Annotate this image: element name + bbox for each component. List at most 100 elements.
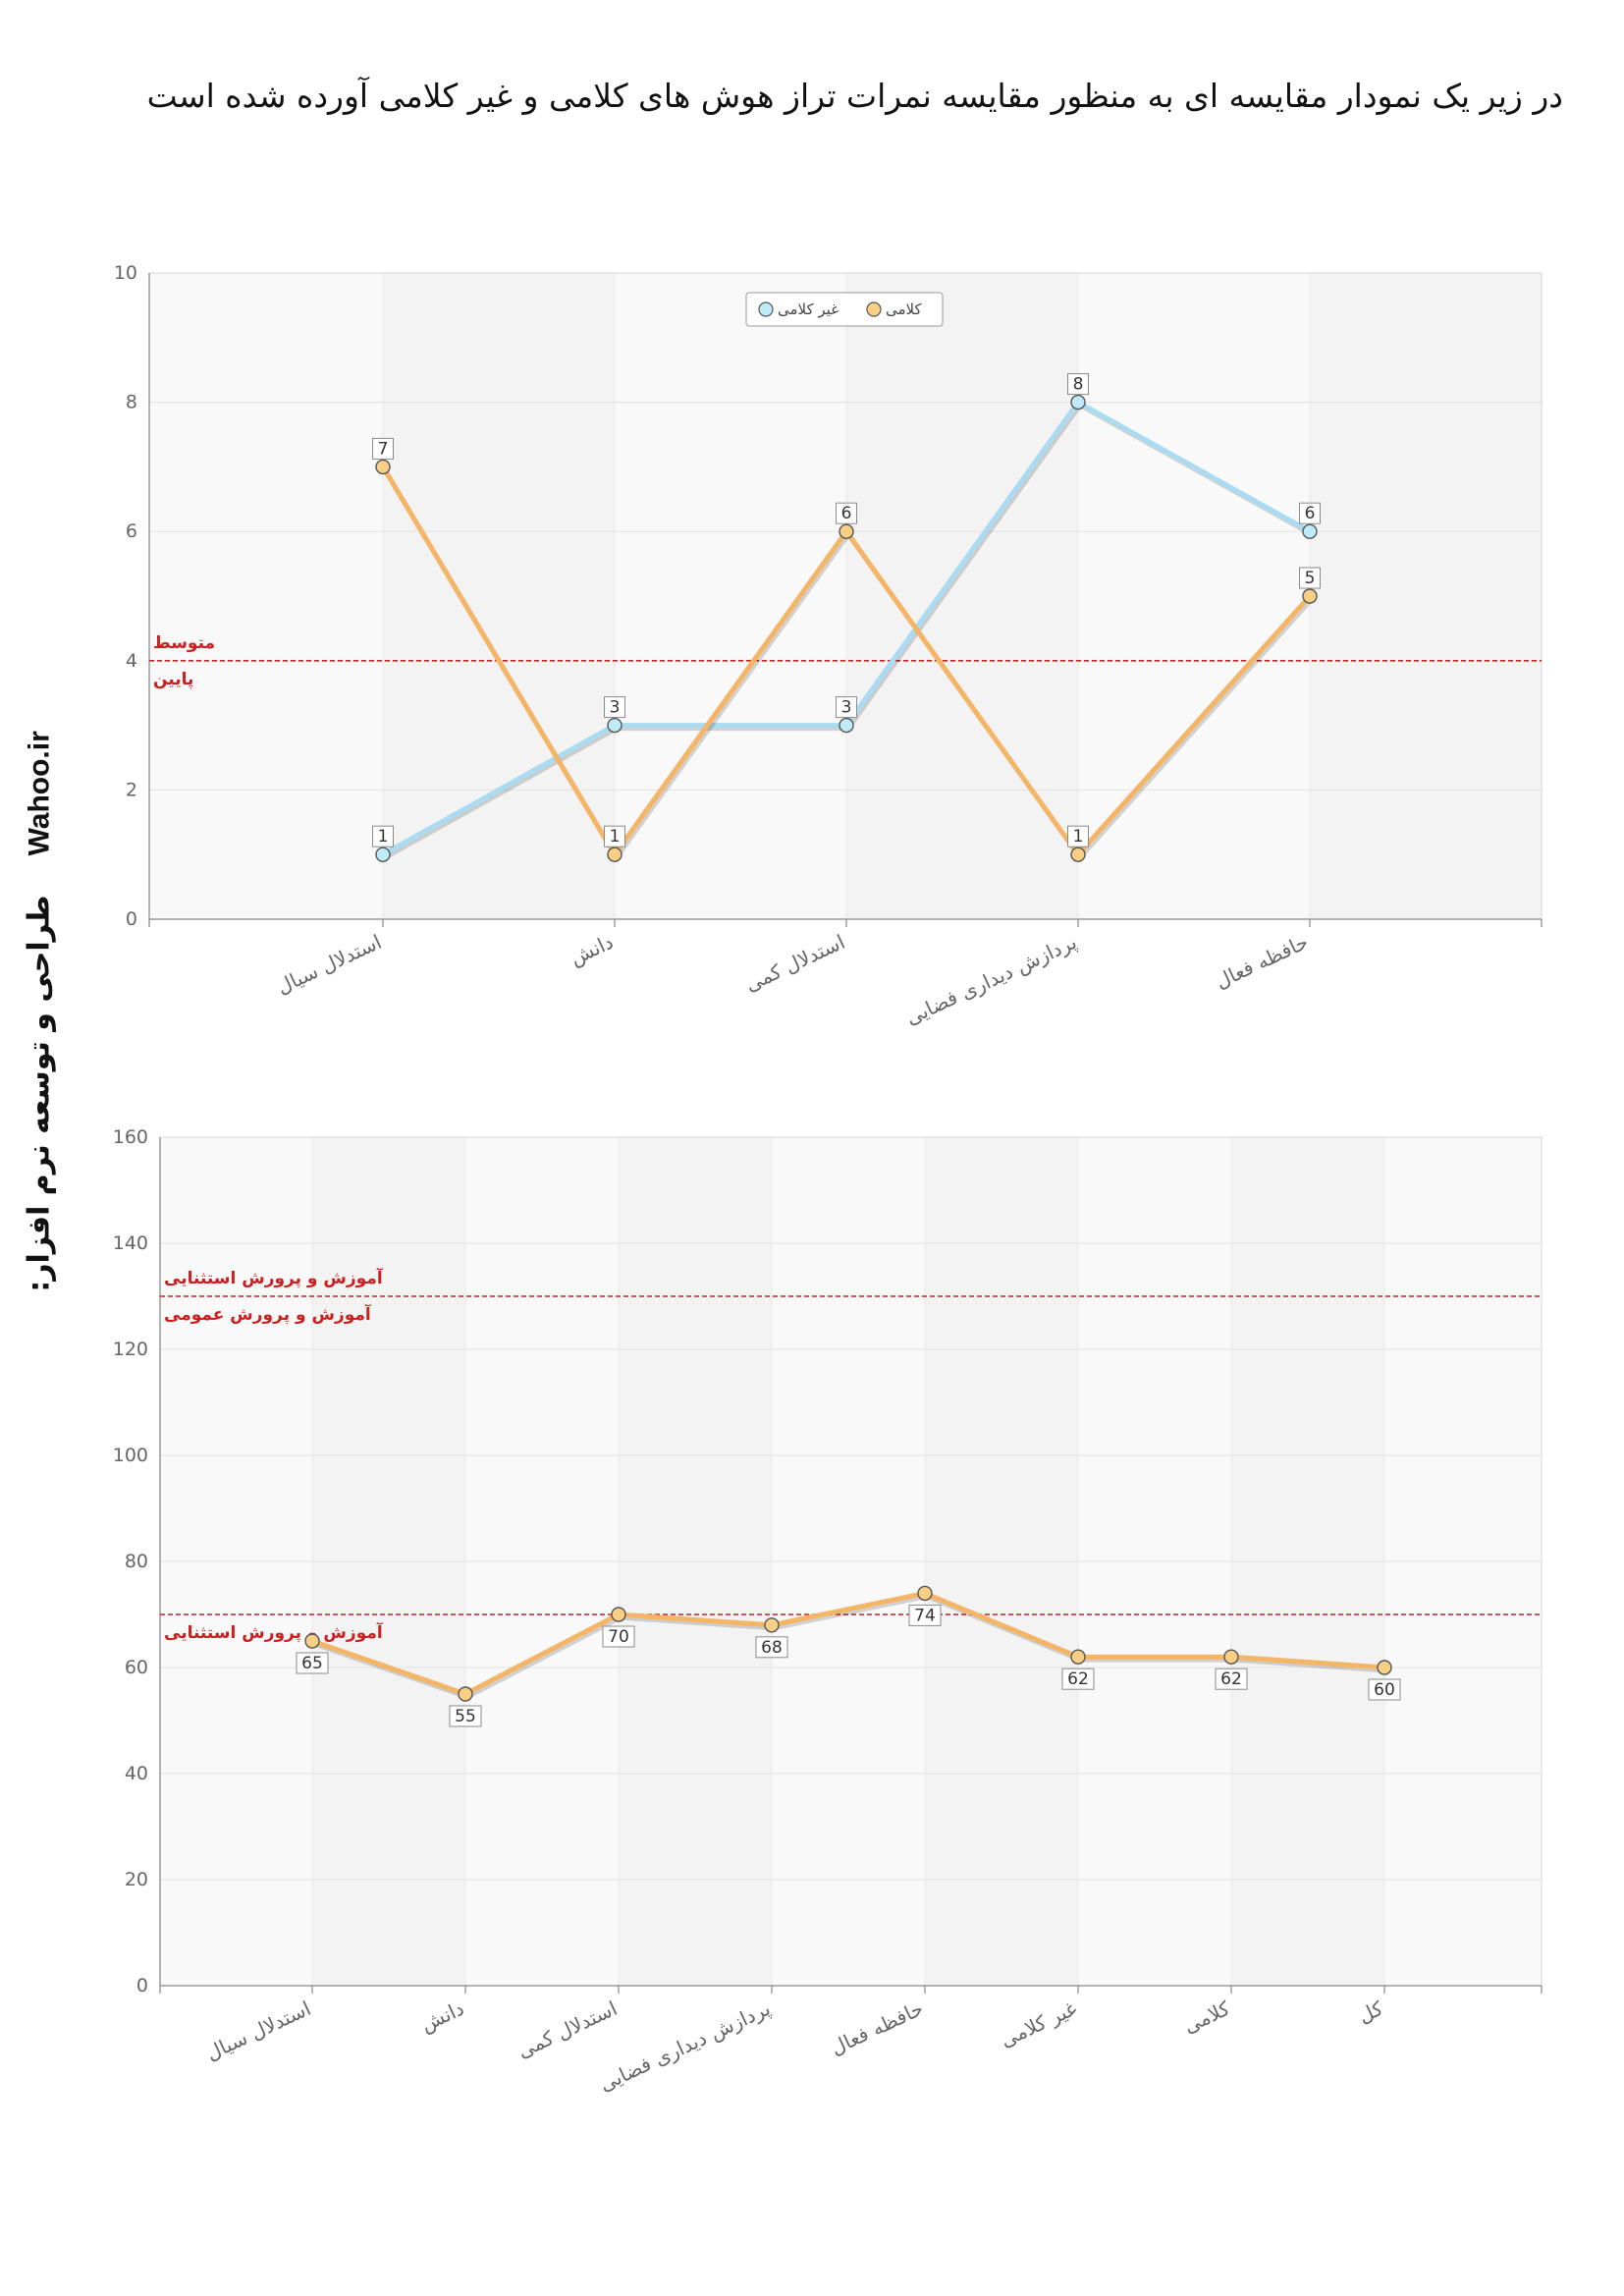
data-point — [458, 1686, 473, 1702]
data-label-text: 1 — [378, 827, 389, 847]
data-label-box — [1067, 373, 1089, 396]
y-tick-label: 20 — [125, 1869, 148, 1890]
data-label: 60 — [1368, 1678, 1401, 1701]
data-point — [764, 1617, 780, 1633]
data-label-text: 62 — [1220, 1669, 1242, 1689]
plot-stripe — [383, 273, 615, 919]
data-label-box — [836, 696, 857, 719]
series-shadow — [313, 1593, 1387, 1700]
x-category-label: استدلال سیال — [202, 1996, 314, 2065]
data-label-box — [755, 1636, 788, 1659]
data-point — [375, 459, 391, 475]
x-category-label: استدلال کمی — [741, 930, 848, 997]
data-label: 62 — [1061, 1667, 1095, 1690]
data-point — [1223, 1649, 1239, 1665]
data-label-box — [1215, 1667, 1248, 1690]
chart-iq-scores: 0 20 40 60 80 100 120 140 160 استدلال سیال دانش است… — [113, 1126, 1543, 2098]
data-point — [917, 1585, 933, 1602]
plot-stripe — [846, 273, 1078, 919]
data-label: 55 — [449, 1705, 482, 1727]
data-label-text: 3 — [610, 698, 621, 718]
data-label: 8 — [1067, 373, 1089, 396]
data-label: 1 — [1067, 825, 1089, 847]
data-point — [607, 847, 623, 862]
data-point — [1302, 523, 1318, 539]
reference-label: متوسط — [153, 633, 215, 653]
data-label-text: 8 — [1073, 375, 1084, 395]
y-tick-label: 8 — [126, 392, 137, 413]
x-category-label: کلامی — [1180, 1996, 1234, 2039]
data-label-text: 74 — [914, 1606, 936, 1625]
x-category-label: دانش — [417, 1996, 467, 2037]
reference-label: آموزش و پرورش عمومی — [164, 1303, 372, 1325]
data-point — [1377, 1660, 1392, 1675]
legend-marker — [758, 301, 774, 317]
x-category-label: حافظه فعال — [1212, 930, 1312, 994]
y-tick-label: 40 — [125, 1763, 148, 1784]
legend-entry: غیر کلامی — [758, 301, 839, 318]
legend: کلامی غیر کلامی — [745, 292, 944, 327]
y-tick-label: 6 — [126, 520, 137, 542]
y-tick-label: 2 — [126, 779, 137, 800]
data-label: 7 — [372, 437, 394, 460]
data-label: 1 — [372, 825, 394, 847]
reference-label: آموزش و پرورش استثنایی — [164, 1267, 384, 1288]
legend-marker — [866, 301, 882, 317]
legend-entry: کلامی — [866, 301, 922, 318]
series-line — [311, 1590, 1385, 1697]
data-point — [607, 717, 623, 734]
data-label-box — [1368, 1678, 1401, 1701]
data-point — [839, 717, 854, 734]
data-label-box — [604, 696, 625, 719]
x-category-label: پردازش دیداری فضایی — [902, 930, 1081, 1031]
data-point — [1070, 847, 1086, 862]
data-label-box — [602, 1625, 635, 1648]
chart-subtest-scores: 0 2 4 6 8 10 استدلال سیال دانش استدلال کمی پردازش… — [114, 262, 1543, 1031]
data-point — [1302, 588, 1318, 604]
page-title: در زیر یک نمودار مقایسه ای به منظور مقای… — [146, 77, 1563, 115]
y-tick-label: 140 — [113, 1232, 148, 1254]
y-tick-label: 60 — [125, 1657, 148, 1678]
data-label-text: 65 — [301, 1654, 323, 1673]
data-label: 3 — [604, 696, 625, 719]
x-category-label: دانش — [567, 930, 617, 970]
data-label: 70 — [602, 1625, 635, 1648]
data-point — [1070, 394, 1086, 410]
data-label: 1 — [604, 825, 625, 847]
x-category-label: پردازش دیداری فضایی — [596, 1996, 775, 2098]
x-category-label: کل — [1355, 1996, 1387, 2028]
data-label-text: 60 — [1374, 1680, 1395, 1700]
data-label-box — [604, 825, 625, 847]
data-point — [304, 1633, 320, 1649]
x-category-label: حافظه فعال — [827, 1996, 927, 2060]
data-label-box — [908, 1604, 942, 1626]
data-label: 5 — [1299, 567, 1321, 589]
data-label-box — [372, 825, 394, 847]
data-label: 68 — [755, 1636, 788, 1659]
data-label: 65 — [296, 1652, 329, 1674]
data-label-text: 3 — [841, 698, 852, 718]
data-label-text: 7 — [378, 439, 389, 459]
reference-label: پایین — [153, 670, 193, 689]
data-label-box — [1067, 825, 1089, 847]
data-point — [1070, 1649, 1086, 1665]
data-label: 6 — [1299, 502, 1321, 524]
data-label-box — [1299, 502, 1321, 524]
data-label-box — [1061, 1667, 1095, 1690]
y-tick-label: 80 — [125, 1551, 148, 1572]
data-label: 6 — [836, 502, 857, 524]
data-label-text: 55 — [455, 1707, 476, 1726]
legend-box — [745, 292, 944, 327]
legend-label: غیر کلامی — [778, 301, 839, 318]
data-label: 3 — [836, 696, 857, 719]
y-tick-label: 160 — [113, 1126, 148, 1148]
data-label-text: 62 — [1067, 1669, 1089, 1689]
data-label-box — [1299, 567, 1321, 589]
y-tick-label: 10 — [114, 262, 137, 284]
data-point — [611, 1607, 626, 1622]
data-label-box — [296, 1652, 329, 1674]
y-tick-label: 4 — [126, 650, 137, 672]
x-category-label: استدلال کمی — [514, 1996, 621, 2063]
data-label-box — [372, 437, 394, 460]
reference-label: آموزش و پرورش استثنایی — [164, 1621, 384, 1643]
